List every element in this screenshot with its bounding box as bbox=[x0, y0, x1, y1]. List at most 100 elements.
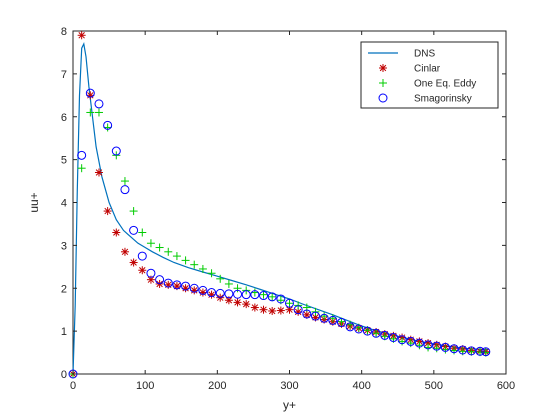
data-point-one-eq-eddy bbox=[233, 284, 242, 293]
data-point-one-eq-eddy bbox=[77, 164, 86, 173]
data-point-smagorinsky bbox=[328, 315, 338, 325]
data-point-cinlar bbox=[250, 303, 259, 312]
data-point-smagorinsky bbox=[423, 340, 433, 350]
data-point-smagorinsky bbox=[146, 268, 156, 278]
data-point-cinlar bbox=[138, 266, 147, 275]
data-point-cinlar-d2 bbox=[286, 306, 293, 313]
y-tick-label: 7 bbox=[61, 69, 67, 81]
y-tick-label: 6 bbox=[61, 112, 67, 124]
data-point-one-eq-eddy bbox=[372, 329, 381, 338]
data-point-one-eq-eddy bbox=[181, 256, 190, 265]
legend-label-dns: DNS bbox=[414, 49, 435, 60]
data-point-smagorinsky bbox=[198, 285, 208, 295]
legend-marker-one-eq-eddy bbox=[379, 79, 387, 87]
data-point-one-eq-eddy bbox=[146, 239, 155, 248]
data-point-smagorinsky bbox=[458, 345, 468, 355]
data-point-one-eq-eddy bbox=[216, 274, 225, 283]
data-point-cinlar bbox=[146, 275, 155, 284]
data-point-one-eq-eddy bbox=[198, 264, 207, 273]
legend-marker-cinlar bbox=[379, 64, 387, 72]
data-point-cinlar-d2 bbox=[147, 276, 155, 283]
data-point-smagorinsky bbox=[345, 322, 355, 332]
data-point-one-eq-eddy bbox=[120, 177, 129, 186]
data-point-smagorinsky bbox=[111, 146, 121, 156]
data-point-one-eq-eddy bbox=[346, 320, 355, 329]
y-tick-label: 8 bbox=[61, 26, 67, 38]
data-point-cinlar bbox=[233, 298, 242, 307]
series-layer bbox=[68, 31, 491, 379]
data-point-one-eq-eddy bbox=[94, 108, 103, 117]
series-smagorinsky bbox=[68, 88, 491, 379]
data-point-cinlar-d2 bbox=[121, 248, 129, 256]
data-point-smagorinsky bbox=[215, 288, 225, 298]
data-point-cinlar bbox=[103, 207, 112, 216]
data-point-one-eq-eddy bbox=[164, 247, 173, 256]
data-point-cinlar-d2 bbox=[277, 307, 285, 314]
data-point-cinlar bbox=[276, 306, 285, 315]
data-point-smagorinsky bbox=[432, 341, 442, 351]
data-point-cinlar-d2 bbox=[104, 207, 111, 215]
data-point-cinlar bbox=[242, 300, 251, 309]
data-point-one-eq-eddy bbox=[320, 312, 329, 321]
data-point-smagorinsky bbox=[388, 333, 398, 343]
y-axis-label: uu+ bbox=[27, 192, 41, 212]
data-point-cinlar-d2 bbox=[234, 299, 241, 306]
x-axis-label: y+ bbox=[283, 398, 296, 412]
y-tick-label: 2 bbox=[61, 283, 67, 295]
data-point-one-eq-eddy bbox=[190, 260, 199, 269]
data-point-smagorinsky bbox=[276, 294, 286, 304]
data-point-smagorinsky bbox=[293, 305, 303, 315]
data-point-smagorinsky bbox=[302, 309, 312, 319]
data-point-cinlar-d2 bbox=[225, 297, 233, 304]
y-tick-label: 3 bbox=[61, 240, 67, 252]
data-point-smagorinsky bbox=[475, 346, 485, 356]
data-point-cinlar-d2 bbox=[251, 304, 259, 311]
data-point-one-eq-eddy bbox=[138, 228, 147, 237]
data-point-cinlar-d2 bbox=[78, 32, 85, 39]
data-point-smagorinsky bbox=[406, 336, 416, 346]
data-point-cinlar bbox=[120, 247, 129, 256]
y-tick-label: 5 bbox=[61, 155, 67, 167]
data-point-cinlar bbox=[129, 258, 138, 267]
data-point-one-eq-eddy bbox=[86, 108, 95, 117]
data-point-smagorinsky bbox=[250, 290, 260, 300]
data-point-smagorinsky bbox=[466, 346, 476, 356]
x-tick-label: 200 bbox=[208, 380, 226, 392]
legend-label-one-eq-eddy: One Eq. Eddy bbox=[414, 79, 476, 90]
data-point-one-eq-eddy bbox=[224, 279, 233, 288]
data-point-smagorinsky bbox=[163, 278, 173, 288]
data-point-smagorinsky bbox=[336, 318, 346, 328]
data-point-smagorinsky bbox=[481, 347, 491, 357]
data-point-one-eq-eddy bbox=[432, 344, 441, 353]
data-point-one-eq-eddy bbox=[424, 343, 433, 352]
data-point-cinlar bbox=[259, 305, 268, 314]
legend-marker-cinlar-d2 bbox=[379, 64, 387, 72]
data-point-cinlar-d2 bbox=[130, 259, 137, 266]
data-point-one-eq-eddy bbox=[328, 314, 337, 323]
data-point-smagorinsky bbox=[267, 292, 277, 302]
data-point-smagorinsky bbox=[440, 342, 450, 352]
data-point-smagorinsky bbox=[137, 251, 147, 261]
y-tick-label: 4 bbox=[61, 198, 67, 210]
legend-label-cinlar: Cinlar bbox=[414, 64, 441, 75]
data-point-smagorinsky bbox=[129, 225, 139, 235]
data-point-smagorinsky bbox=[77, 150, 87, 160]
data-point-smagorinsky bbox=[120, 185, 130, 195]
y-tick-label: 0 bbox=[61, 369, 67, 381]
data-point-smagorinsky bbox=[380, 330, 390, 340]
data-point-smagorinsky bbox=[354, 324, 364, 334]
data-point-one-eq-eddy bbox=[268, 292, 277, 301]
data-point-smagorinsky bbox=[103, 120, 113, 130]
data-point-cinlar bbox=[268, 306, 277, 315]
data-point-smagorinsky bbox=[189, 283, 199, 293]
data-point-smagorinsky bbox=[310, 311, 320, 321]
data-point-cinlar-d2 bbox=[303, 311, 311, 319]
x-tick-label: 0 bbox=[70, 380, 76, 392]
x-tick-label: 300 bbox=[280, 380, 298, 392]
data-point-one-eq-eddy bbox=[415, 341, 424, 350]
data-point-cinlar bbox=[164, 280, 173, 289]
data-point-smagorinsky bbox=[362, 326, 372, 336]
x-tick-label: 500 bbox=[425, 380, 443, 392]
legend: DNS Cinlar One Eq. Eddy Smagorinsky bbox=[360, 41, 499, 109]
